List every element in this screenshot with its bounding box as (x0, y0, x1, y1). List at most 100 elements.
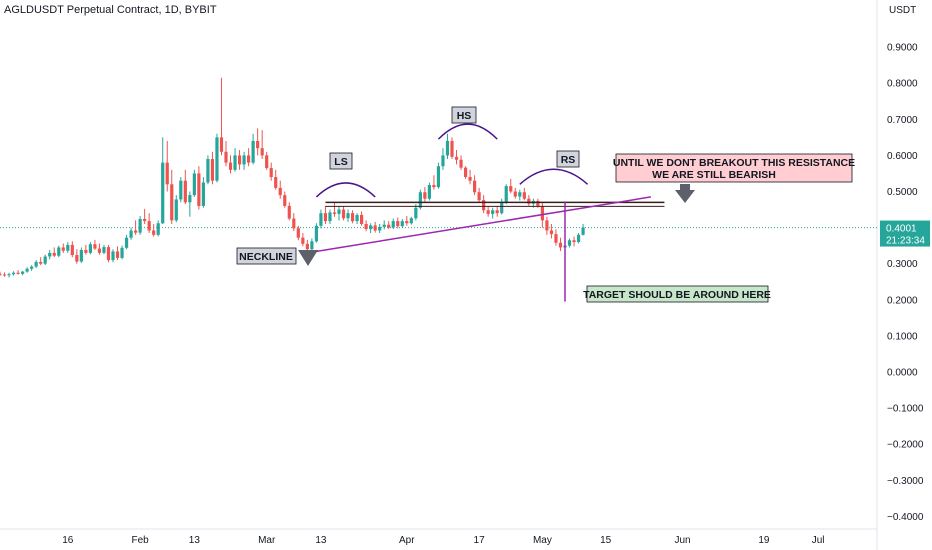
candle-body (432, 185, 436, 188)
candle-body (576, 234, 581, 243)
candle-body (450, 140, 454, 157)
candle-body (319, 213, 323, 226)
candle-body (287, 205, 291, 219)
target-note: TARGET SHOULD BE AROUND HERE (583, 285, 771, 303)
candle-body (445, 140, 450, 156)
down-arrow-icon (675, 184, 695, 203)
candle-body (106, 247, 111, 261)
time-axis[interactable]: 16 Feb 13 Mar 13 Apr 17 May 15 Jun 19 Jul (62, 535, 824, 546)
candle-body (21, 271, 25, 274)
candle-body (111, 251, 115, 261)
last-price-value: 0.4001 (886, 224, 917, 235)
candle-body (341, 209, 346, 219)
candle-body (423, 192, 427, 199)
candle-body (378, 226, 382, 231)
candles (0, 77, 585, 278)
candle-body (518, 192, 522, 197)
candle-body (228, 162, 233, 170)
y-tick-label: 0.1000 (887, 331, 918, 342)
candle-body (500, 202, 504, 214)
bar-countdown: 21:23:34 (886, 236, 925, 247)
x-tick-label: 19 (758, 535, 770, 546)
candle-body (274, 177, 278, 188)
target-note-text: TARGET SHOULD BE AROUND HERE (583, 289, 771, 301)
candle-body (147, 221, 151, 231)
candle-body (256, 140, 260, 149)
y-tick-label: −0.3000 (887, 476, 924, 487)
candle-body (527, 198, 531, 204)
x-tick-label: 16 (62, 535, 74, 546)
candle-body (396, 221, 400, 227)
x-tick-label: 15 (600, 535, 612, 546)
y-tick-label: 0.9000 (887, 43, 918, 54)
candle-body (260, 148, 264, 156)
candle-body (152, 230, 156, 235)
candle-body (39, 261, 43, 264)
candle-body (97, 248, 102, 253)
candle-body (536, 200, 540, 206)
hs-label: HS (451, 106, 477, 124)
candle-body (183, 180, 187, 203)
neckline-arrow-icon (298, 250, 318, 266)
candle-body (418, 192, 422, 208)
candle-body (545, 220, 549, 231)
candle-body (463, 167, 468, 178)
candle-body (66, 244, 70, 251)
ls-label-text: LS (334, 156, 347, 168)
candle-body (373, 225, 377, 231)
candle-body (283, 195, 287, 206)
candle-body (332, 212, 337, 214)
candle-body (102, 247, 106, 253)
candle-body (323, 213, 328, 222)
candle-body (355, 214, 359, 222)
head-arc (437, 123, 498, 140)
candle-body (224, 151, 228, 163)
candle-body (7, 274, 11, 276)
neckline-line[interactable] (307, 196, 652, 254)
candle-body (174, 199, 178, 221)
candle-body (124, 237, 129, 248)
candle-body (48, 252, 52, 257)
candle-body (482, 200, 486, 211)
candle-body (251, 140, 255, 163)
candle-body (2, 274, 7, 276)
y-tick-label: 0.3000 (887, 259, 918, 270)
candle-body (57, 247, 61, 256)
price-axis[interactable]: 0.90000.80000.70000.60000.50000.40000.30… (887, 43, 924, 523)
candle-body (79, 249, 83, 262)
candle-body (143, 218, 147, 222)
candle-body (129, 230, 133, 238)
candle-body (350, 213, 355, 222)
y-tick-label: 0.0000 (887, 368, 918, 379)
candle-body (88, 244, 92, 253)
x-tick-label: May (533, 535, 552, 546)
rs-label: RS (556, 150, 580, 168)
candle-body (495, 210, 499, 214)
candle-body (265, 155, 269, 169)
candle-body (192, 173, 196, 196)
candle-body (242, 155, 246, 165)
candle-body (292, 218, 296, 229)
candle-body (540, 205, 544, 221)
candle-body (491, 210, 495, 214)
neckline-label: NECKLINE (236, 247, 318, 266)
y-tick-label: 0.7000 (887, 115, 918, 126)
candle-body (43, 256, 47, 264)
x-tick-label: Jun (674, 535, 690, 546)
candle-body (206, 159, 210, 183)
y-tick-label: 0.6000 (887, 151, 918, 162)
candle-body (247, 155, 251, 163)
candle-body (400, 221, 404, 227)
x-tick-label: Apr (399, 535, 415, 546)
y-tick-label: −0.4000 (887, 512, 924, 523)
candle-body (215, 137, 219, 181)
candle-body (161, 162, 165, 224)
candle-body (165, 162, 169, 185)
candle-body (310, 241, 314, 250)
x-tick-label: 13 (189, 535, 201, 546)
candle-body (436, 166, 441, 188)
candle-body (120, 247, 124, 258)
candle-body (486, 210, 490, 214)
candle-body (572, 240, 576, 243)
